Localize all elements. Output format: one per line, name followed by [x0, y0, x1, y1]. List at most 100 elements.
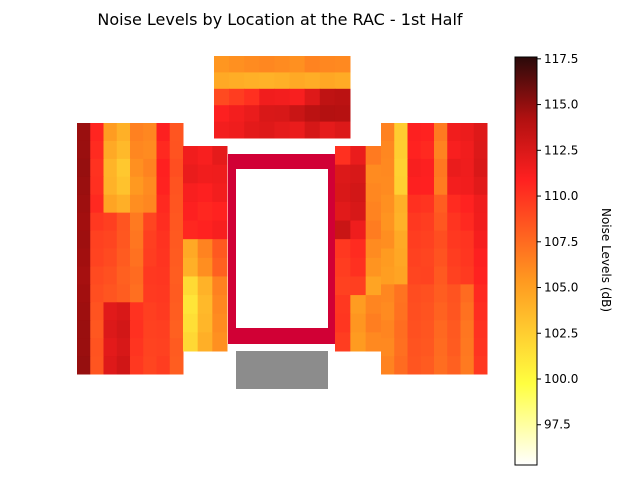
right-inner-cell: [365, 257, 382, 277]
top-stand-cell: [334, 72, 351, 90]
left-stand-cell: [103, 176, 118, 196]
right-inner-cell: [365, 332, 382, 352]
right-inner-cell: [335, 164, 351, 184]
left-stand-cell: [143, 338, 157, 357]
right-stand-cell: [420, 320, 435, 339]
left-stand-cell: [169, 176, 184, 196]
top-stand-cell: [289, 56, 306, 73]
colorbar-tick-label: 110.0: [544, 189, 578, 203]
right-inner-cell: [365, 313, 382, 333]
right-stand-cell: [473, 230, 488, 249]
left-inner-cell: [183, 257, 199, 277]
colorbar-tick-label: 107.5: [544, 235, 578, 249]
right-stand-cell: [407, 302, 422, 321]
right-stand-cell: [434, 320, 448, 339]
right-stand-cell: [434, 284, 448, 303]
top-stand-cell: [334, 105, 351, 123]
right-stand-cell: [381, 320, 395, 339]
right-inner-cell: [350, 295, 367, 315]
left-stand-cell: [116, 284, 131, 303]
top-stand-cell: [334, 56, 351, 73]
right-stand-cell: [434, 123, 448, 142]
right-stand-cell: [447, 123, 461, 142]
top-stand-cell: [244, 121, 260, 139]
colorbar-tick-label: 97.5: [544, 418, 571, 432]
left-inner-cell: [183, 276, 199, 296]
right-stand-cell: [381, 230, 395, 249]
left-stand-cell: [103, 302, 118, 321]
left-stand-cell: [169, 158, 184, 178]
right-stand-cell: [381, 194, 395, 214]
left-stand-cell: [130, 320, 144, 339]
left-stand-cell: [103, 230, 118, 249]
right-stand-cell: [447, 266, 461, 285]
left-stand-cell: [130, 140, 144, 160]
right-stand-cell: [473, 320, 488, 339]
left-stand-cell: [103, 123, 118, 142]
right-stand-cell: [394, 230, 408, 249]
right-stand-cell: [434, 212, 448, 232]
left-inner-cell: [197, 183, 213, 203]
left-stand-cell: [169, 248, 184, 267]
colorbar-tick-label: 102.5: [544, 326, 578, 340]
left-stand-cell: [116, 140, 131, 160]
right-stand-cell: [407, 212, 422, 232]
right-stand-cell: [447, 284, 461, 303]
right-stand-cell: [447, 140, 461, 160]
right-stand-cell: [394, 140, 408, 160]
right-stand-cell: [460, 248, 475, 267]
right-stand-cell: [394, 176, 408, 196]
left-stand-cell: [169, 266, 184, 285]
left-stand-cell: [143, 266, 157, 285]
top-stand-cell: [274, 105, 291, 123]
right-inner-cell: [335, 146, 351, 166]
left-stand-cell: [77, 123, 91, 142]
left-inner-cell: [212, 313, 228, 333]
left-stand-cell: [130, 212, 144, 232]
left-stand-cell: [130, 266, 144, 285]
right-inner-cell: [350, 257, 367, 277]
top-stand-cell: [274, 121, 291, 139]
left-stand-cell: [143, 140, 157, 160]
left-stand-cell: [156, 284, 171, 303]
right-stand-cell: [473, 140, 488, 160]
right-inner-cell: [335, 257, 351, 277]
left-stand-cell: [116, 158, 131, 178]
right-stand-cell: [381, 266, 395, 285]
right-stand-cell: [434, 248, 448, 267]
right-stand-cell: [460, 266, 475, 285]
left-inner-cell: [212, 295, 228, 315]
colorbar: 97.5 100.0 102.5 105.0 107.5 110.0 112.5 115.0 1…: [514, 52, 613, 466]
top-stand-cell: [334, 88, 351, 106]
left-stand-cell: [130, 338, 144, 357]
left-stand-cell: [116, 266, 131, 285]
left-stand-cell: [130, 284, 144, 303]
left-stand-cell: [103, 212, 118, 232]
top-stand-cell: [289, 72, 306, 90]
left-inner-cell: [197, 220, 213, 240]
right-stand-cell: [394, 123, 408, 142]
left-stand-cell: [143, 302, 157, 321]
colorbar-gradient: [514, 56, 538, 466]
left-stand-cell: [90, 212, 104, 232]
top-stand-cell: [244, 105, 260, 123]
right-stand-cell: [420, 158, 435, 178]
left-stand-cell: [90, 356, 104, 375]
left-inner-cell: [183, 183, 199, 203]
left-inner-cell: [183, 164, 199, 184]
left-stand-cell: [103, 320, 118, 339]
top-stand-cell: [304, 88, 321, 106]
right-stand-cell: [407, 266, 422, 285]
top-stand-cell: [319, 121, 336, 139]
left-stand-cell: [116, 356, 131, 375]
top-stand-cell: [244, 56, 260, 73]
left-stand-cell: [156, 338, 171, 357]
right-inner-cell: [335, 201, 351, 222]
top-stand-cell: [259, 88, 275, 106]
left-stand-cell: [156, 194, 171, 214]
right-inner-cell: [350, 276, 367, 296]
left-stand-cell: [156, 212, 171, 232]
left-stand-cell: [169, 320, 184, 339]
right-stand-cell: [394, 248, 408, 267]
